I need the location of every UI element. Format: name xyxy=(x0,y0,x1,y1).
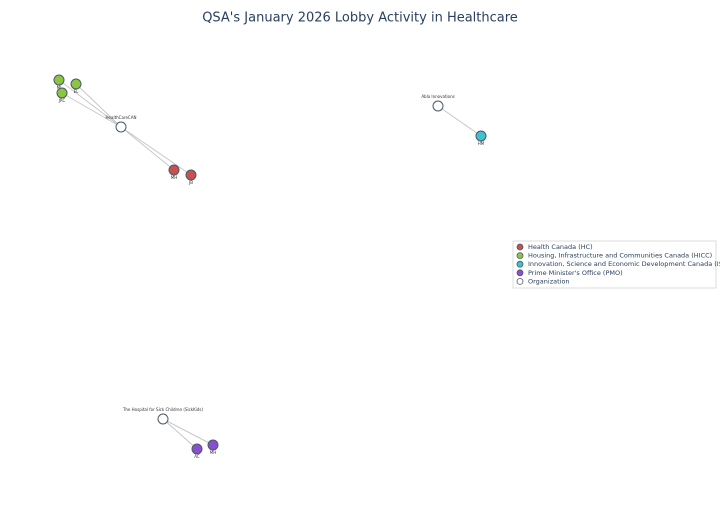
edge xyxy=(120,126,175,171)
node xyxy=(168,164,180,176)
legend-label: Prime Minister's Office (PMO) xyxy=(528,269,623,277)
edge xyxy=(120,126,192,176)
chart-title: QSA's January 2026 Lobby Activity in Hea… xyxy=(202,11,518,26)
legend-box xyxy=(512,240,717,289)
node-label: HM xyxy=(478,141,485,146)
node-label: EL xyxy=(74,89,80,94)
edge xyxy=(162,418,214,446)
node xyxy=(207,439,219,451)
legend-label: Housing, Infrastructure and Communities … xyxy=(528,252,712,260)
legend-label: Innovation, Science and Economic Develop… xyxy=(528,260,720,268)
node xyxy=(185,169,197,181)
node xyxy=(157,413,169,425)
legend-label: Organization xyxy=(528,277,570,285)
legend-label: Health Canada (HC) xyxy=(528,243,593,251)
edge xyxy=(437,105,482,137)
node-label: MJ xyxy=(57,85,62,90)
node xyxy=(115,121,127,133)
node xyxy=(53,74,65,86)
node-label: AC xyxy=(194,454,200,459)
node xyxy=(432,100,444,112)
edge xyxy=(75,83,122,128)
node-label: Abla Innovations xyxy=(421,94,454,99)
node xyxy=(56,87,68,99)
node xyxy=(475,130,487,142)
legend-marker xyxy=(516,260,524,268)
legend-marker xyxy=(516,252,524,260)
legend-marker xyxy=(516,269,524,277)
edge xyxy=(162,418,198,450)
legend-marker xyxy=(516,243,524,251)
node-label: The Hospital for Sick Children (SickKids… xyxy=(122,407,204,412)
node xyxy=(70,78,82,90)
node xyxy=(191,443,203,455)
node-label: MH xyxy=(210,450,216,455)
node-label: JB xyxy=(188,180,193,185)
node-label: JRC xyxy=(58,98,66,103)
legend-marker xyxy=(516,277,524,285)
edge xyxy=(58,79,122,128)
edge xyxy=(61,92,122,128)
node-label: HealthCareCAN xyxy=(106,115,137,120)
node-label: MH xyxy=(171,175,177,180)
